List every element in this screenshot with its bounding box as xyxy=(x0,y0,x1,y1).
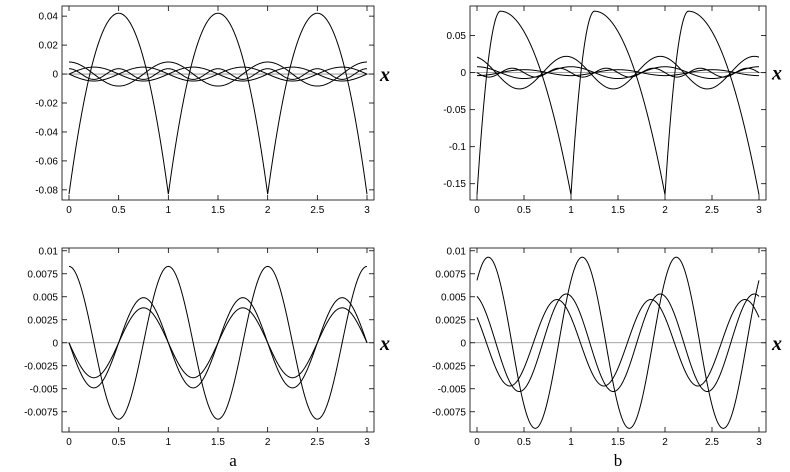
panel-top-right: 0 0.5 1 1.5 2 2.5 3 0.05 0 -0.05 -0.1 -0.15 x xyxy=(443,5,782,216)
series-line-1 xyxy=(68,265,368,420)
x-tick-label: 0.5 xyxy=(517,205,531,216)
y-tick-label: 0.05 xyxy=(447,31,467,42)
series-line-4 xyxy=(476,67,760,78)
series-line-3 xyxy=(477,66,759,80)
series-line-5 xyxy=(477,69,759,77)
series-line-3 xyxy=(476,299,760,387)
x-axis-label: x xyxy=(379,333,390,355)
y-tick-label: 0 xyxy=(52,338,58,349)
y-tick-label: -0.0025 xyxy=(432,361,466,372)
x-tick-label: 0 xyxy=(66,205,72,216)
caption-a: a xyxy=(229,451,237,470)
x-tick-label: 0.5 xyxy=(112,205,126,216)
y-tick-label: 0.005 xyxy=(441,292,466,303)
x-tick-label: 2.5 xyxy=(705,205,719,216)
x-tick-label: 0.5 xyxy=(112,437,126,448)
y-tick-label: 0.02 xyxy=(39,41,59,52)
plot-frame xyxy=(469,5,767,201)
y-tick-label: -0.0025 xyxy=(24,361,58,372)
y-tick-label: -0.15 xyxy=(443,179,466,190)
y-tick-label: 0.0025 xyxy=(435,315,466,326)
x-tick-label: 0.5 xyxy=(517,437,531,448)
x-tick-label: 1 xyxy=(166,205,172,216)
y-tick-label: -0.005 xyxy=(30,384,59,395)
y-tick-label: -0.05 xyxy=(443,105,466,116)
series-line-1 xyxy=(68,12,368,195)
x-tick-label: 1.5 xyxy=(211,437,225,448)
x-tick-label: 2 xyxy=(662,205,668,216)
x-tick-label: 1 xyxy=(166,437,172,448)
y-tick-label: -0.0075 xyxy=(432,407,466,418)
y-tick-label: 0 xyxy=(52,70,58,81)
y-tick-label: -0.1 xyxy=(449,142,467,153)
panel-bottom-right: 0 0.5 1 1.5 2 2.5 3 0.01 0.0075 0.005 0.0025 0 -0.00… xyxy=(432,246,782,448)
series-line-2 xyxy=(476,293,760,393)
x-axis-label: x xyxy=(379,64,390,86)
series-line-5 xyxy=(68,68,368,80)
y-tick-label: 0.0025 xyxy=(27,315,58,326)
y-tick-label: 0.0075 xyxy=(435,269,466,280)
x-tick-label: 2.5 xyxy=(705,437,719,448)
y-tick-label: 0 xyxy=(460,68,466,79)
y-tick-label: 0 xyxy=(460,338,466,349)
x-tick-label: 1.5 xyxy=(211,205,225,216)
y-tick-label: 0.005 xyxy=(33,292,58,303)
x-tick-label: 1 xyxy=(568,437,574,448)
x-tick-label: 3 xyxy=(756,205,762,216)
plot-frame xyxy=(61,5,375,201)
y-tick-label: 0.01 xyxy=(447,246,467,257)
x-tick-label: 1.5 xyxy=(611,205,625,216)
y-tick-label: 0.0075 xyxy=(27,269,58,280)
x-tick-label: 3 xyxy=(364,205,370,216)
x-tick-label: 2.5 xyxy=(310,437,324,448)
x-tick-label: 0 xyxy=(474,437,480,448)
caption-b: b xyxy=(614,451,623,470)
x-tick-label: 3 xyxy=(364,437,370,448)
x-tick-label: 1.5 xyxy=(611,437,625,448)
series-line-3 xyxy=(68,297,368,389)
x-axis-label: x xyxy=(771,63,782,85)
y-tick-label: -0.0075 xyxy=(24,407,58,418)
y-tick-label: -0.08 xyxy=(35,185,58,196)
x-axis-label: x xyxy=(771,333,782,355)
series-line-4 xyxy=(68,66,368,82)
series-line-1 xyxy=(476,256,760,429)
y-tick-label: 0.01 xyxy=(39,246,59,257)
y-tick-label: -0.005 xyxy=(438,384,467,395)
x-tick-label: 0 xyxy=(66,437,72,448)
x-tick-label: 2 xyxy=(265,205,271,216)
y-tick-label: -0.06 xyxy=(35,156,58,167)
x-tick-label: 2.5 xyxy=(310,205,324,216)
series-line-2 xyxy=(476,55,760,90)
x-tick-label: 2 xyxy=(662,437,668,448)
x-tick-label: 0 xyxy=(474,205,480,216)
y-tick-label: -0.04 xyxy=(35,127,58,138)
y-tick-label: -0.02 xyxy=(35,99,58,110)
x-tick-label: 1 xyxy=(568,205,574,216)
y-tick-label: 0.04 xyxy=(39,12,59,23)
series-line-1 xyxy=(476,10,760,195)
panel-bottom-left: 0 0.5 1 1.5 2 2.5 3 0.01 0.0075 0.005 0.0025 0 -0.00… xyxy=(24,246,390,448)
series-line-2 xyxy=(69,61,367,87)
x-tick-label: 3 xyxy=(756,437,762,448)
panel-top-left: 0 0.5 1 1.5 2 2.5 3 0.04 0.02 0 -0.02 -0.04 -0.06 -0.… xyxy=(35,5,390,216)
x-tick-label: 2 xyxy=(265,437,271,448)
